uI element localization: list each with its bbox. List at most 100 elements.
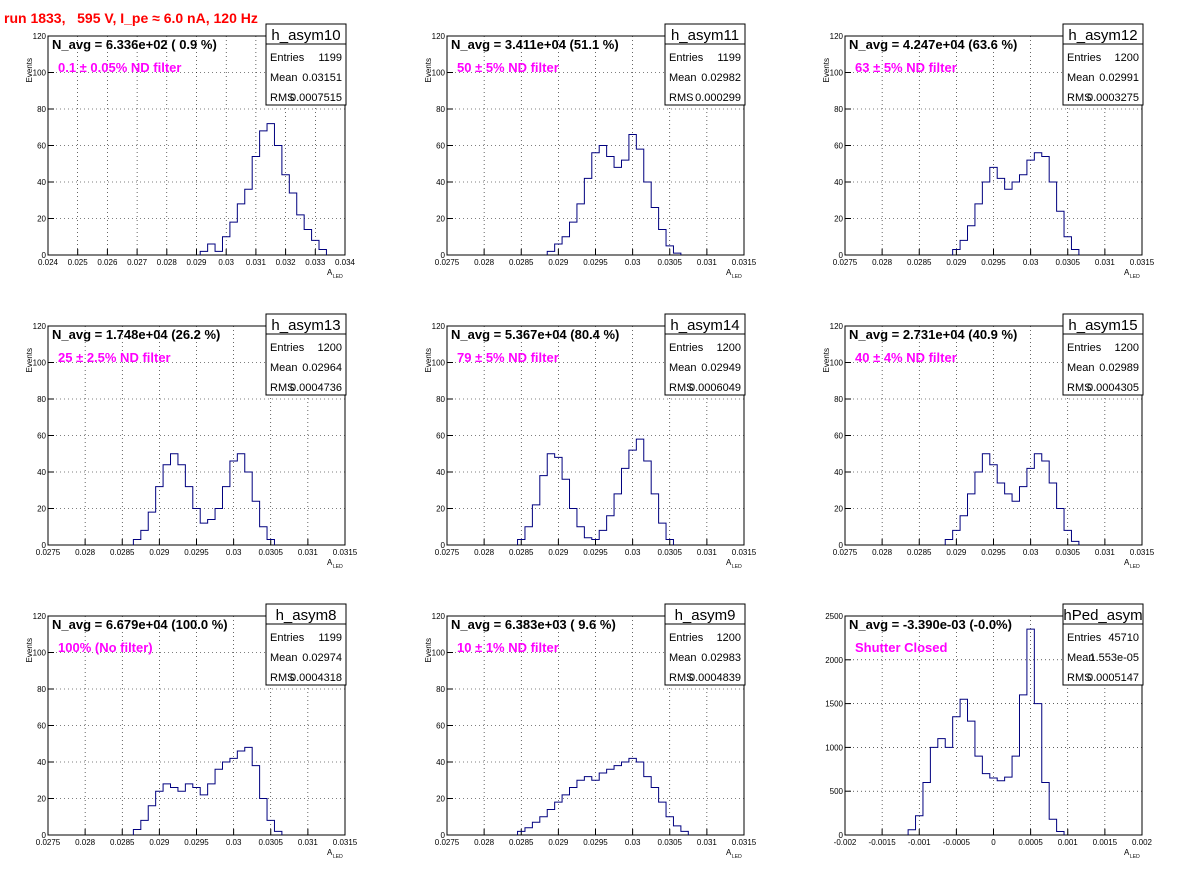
y-tick-label: 40 bbox=[436, 468, 445, 477]
histogram-name: h_asym13 bbox=[271, 317, 340, 334]
histogram-bin bbox=[178, 465, 185, 545]
x-tick-label: 0.0275 bbox=[435, 548, 460, 557]
histogram-bin bbox=[592, 540, 599, 545]
histogram-name: h_asym15 bbox=[1068, 317, 1137, 334]
stat-value: 0.0007515 bbox=[290, 92, 342, 104]
x-axis-label-subscript: LED bbox=[732, 274, 742, 280]
y-axis-label: Events bbox=[25, 58, 34, 82]
y-tick-label: 120 bbox=[33, 32, 47, 41]
histogram-bin bbox=[592, 780, 599, 835]
x-axis-label-subscript: LED bbox=[732, 854, 742, 860]
filter-label: Shutter Closed bbox=[855, 640, 948, 655]
histogram-bin bbox=[237, 751, 244, 835]
histogram-bin bbox=[614, 167, 621, 255]
stat-label: Entries bbox=[1067, 52, 1102, 64]
histogram-bin bbox=[178, 791, 185, 835]
histogram-bin bbox=[245, 747, 252, 835]
panel-h_asym8: 0.0275 0.028 0.0285 0.029 0.0295 0.03 0.0305 0.… bbox=[25, 603, 358, 860]
histogram-bin bbox=[1042, 156, 1049, 255]
histogram-bin bbox=[629, 758, 636, 835]
histogram-bin bbox=[185, 784, 192, 835]
y-axis-label: Events bbox=[424, 638, 433, 662]
y-tick-label: 80 bbox=[37, 685, 46, 694]
stats-box bbox=[265, 603, 347, 686]
y-tick-label: 40 bbox=[436, 178, 445, 187]
x-tick-label: 0.0295 bbox=[583, 548, 608, 557]
histogram-bin bbox=[666, 540, 673, 545]
histogram-bin bbox=[200, 795, 207, 835]
histogram-bin bbox=[614, 766, 621, 835]
y-tick-label: 20 bbox=[834, 505, 843, 514]
stats-box bbox=[265, 23, 347, 106]
x-tick-label: 0.0295 bbox=[583, 838, 608, 847]
histogram-bin bbox=[960, 516, 967, 545]
x-tick-label: 0.0305 bbox=[1056, 548, 1081, 557]
stat-value: 0.0003275 bbox=[1087, 92, 1139, 104]
panel-h_asym12: 0.0275 0.028 0.0285 0.029 0.0295 0.03 0.0305 0.… bbox=[822, 23, 1155, 280]
histogram-bin bbox=[274, 831, 281, 835]
histogram-bin bbox=[230, 222, 237, 255]
y-axis-label: Events bbox=[424, 348, 433, 372]
histogram-bin bbox=[163, 465, 170, 545]
histogram-bin bbox=[1064, 237, 1071, 255]
stat-value: 1.553e-05 bbox=[1089, 652, 1139, 664]
histogram-bin bbox=[621, 160, 628, 255]
x-tick-label: 0.0285 bbox=[509, 258, 534, 267]
histogram-bin bbox=[636, 762, 643, 835]
y-tick-label: 100 bbox=[432, 69, 446, 78]
histogram-bin bbox=[532, 505, 539, 545]
x-tick-label: 0.03 bbox=[226, 838, 242, 847]
y-tick-label: 120 bbox=[432, 32, 446, 41]
histogram-bin bbox=[532, 822, 539, 835]
stat-label: Entries bbox=[270, 342, 305, 354]
stat-value: 1199 bbox=[318, 52, 342, 64]
stats-box bbox=[1062, 603, 1144, 686]
filter-label: 40 ± 4% ND filter bbox=[855, 350, 957, 365]
x-tick-label: 0.031 bbox=[1095, 258, 1116, 267]
filter-label: 63 ± 5% ND filter bbox=[855, 60, 957, 75]
stat-label: RMS bbox=[669, 92, 693, 104]
histogram-bin bbox=[525, 828, 532, 835]
stats-box bbox=[664, 313, 746, 396]
histogram-bin bbox=[960, 699, 967, 835]
stat-value: 0.0004318 bbox=[290, 672, 342, 684]
stat-label: Mean bbox=[270, 72, 298, 84]
histogram-name: hPed_asym bbox=[1063, 607, 1142, 624]
histogram-bin bbox=[1019, 175, 1026, 255]
y-tick-label: 40 bbox=[834, 178, 843, 187]
histogram-bin bbox=[1042, 461, 1049, 545]
stat-label: Mean bbox=[270, 362, 298, 374]
stat-label: RMS bbox=[270, 92, 294, 104]
histogram-bin bbox=[982, 454, 989, 545]
x-tick-label: 0.0295 bbox=[981, 548, 1006, 557]
histogram-bin bbox=[1057, 831, 1064, 835]
histogram-bin bbox=[975, 204, 982, 255]
histogram-bin bbox=[659, 802, 666, 835]
x-tick-label: 0.0005 bbox=[1018, 838, 1043, 847]
y-axis-label: Events bbox=[822, 58, 831, 82]
histogram-bin bbox=[215, 509, 222, 546]
navg-label: N_avg = -3.390e-03 (-0.0%) bbox=[849, 617, 1012, 632]
y-axis-label: Events bbox=[822, 348, 831, 372]
histogram-bin bbox=[968, 721, 975, 835]
histogram-bin bbox=[1071, 541, 1078, 545]
y-tick-label: 0 bbox=[839, 541, 844, 550]
histogram-bin bbox=[997, 483, 1004, 545]
x-tick-label: 0.0285 bbox=[509, 838, 534, 847]
histogram-bin bbox=[577, 204, 584, 255]
histogram-bin bbox=[547, 251, 554, 255]
histogram-line bbox=[907, 628, 1065, 835]
x-tick-label: 0.03 bbox=[625, 548, 641, 557]
stat-label: Entries bbox=[669, 342, 704, 354]
histogram-bin bbox=[1005, 777, 1012, 835]
stat-label: RMS bbox=[669, 382, 693, 394]
histogram-bin bbox=[260, 131, 267, 255]
panel-h_asym13: 0.0275 0.028 0.0285 0.029 0.0295 0.03 0.0305 0.… bbox=[25, 313, 358, 570]
histogram-bin bbox=[222, 237, 229, 255]
stat-label: Entries bbox=[1067, 632, 1102, 644]
y-tick-label: 120 bbox=[830, 322, 844, 331]
histogram-bin bbox=[990, 465, 997, 545]
y-tick-label: 0 bbox=[441, 831, 446, 840]
histogram-bin bbox=[237, 204, 244, 255]
